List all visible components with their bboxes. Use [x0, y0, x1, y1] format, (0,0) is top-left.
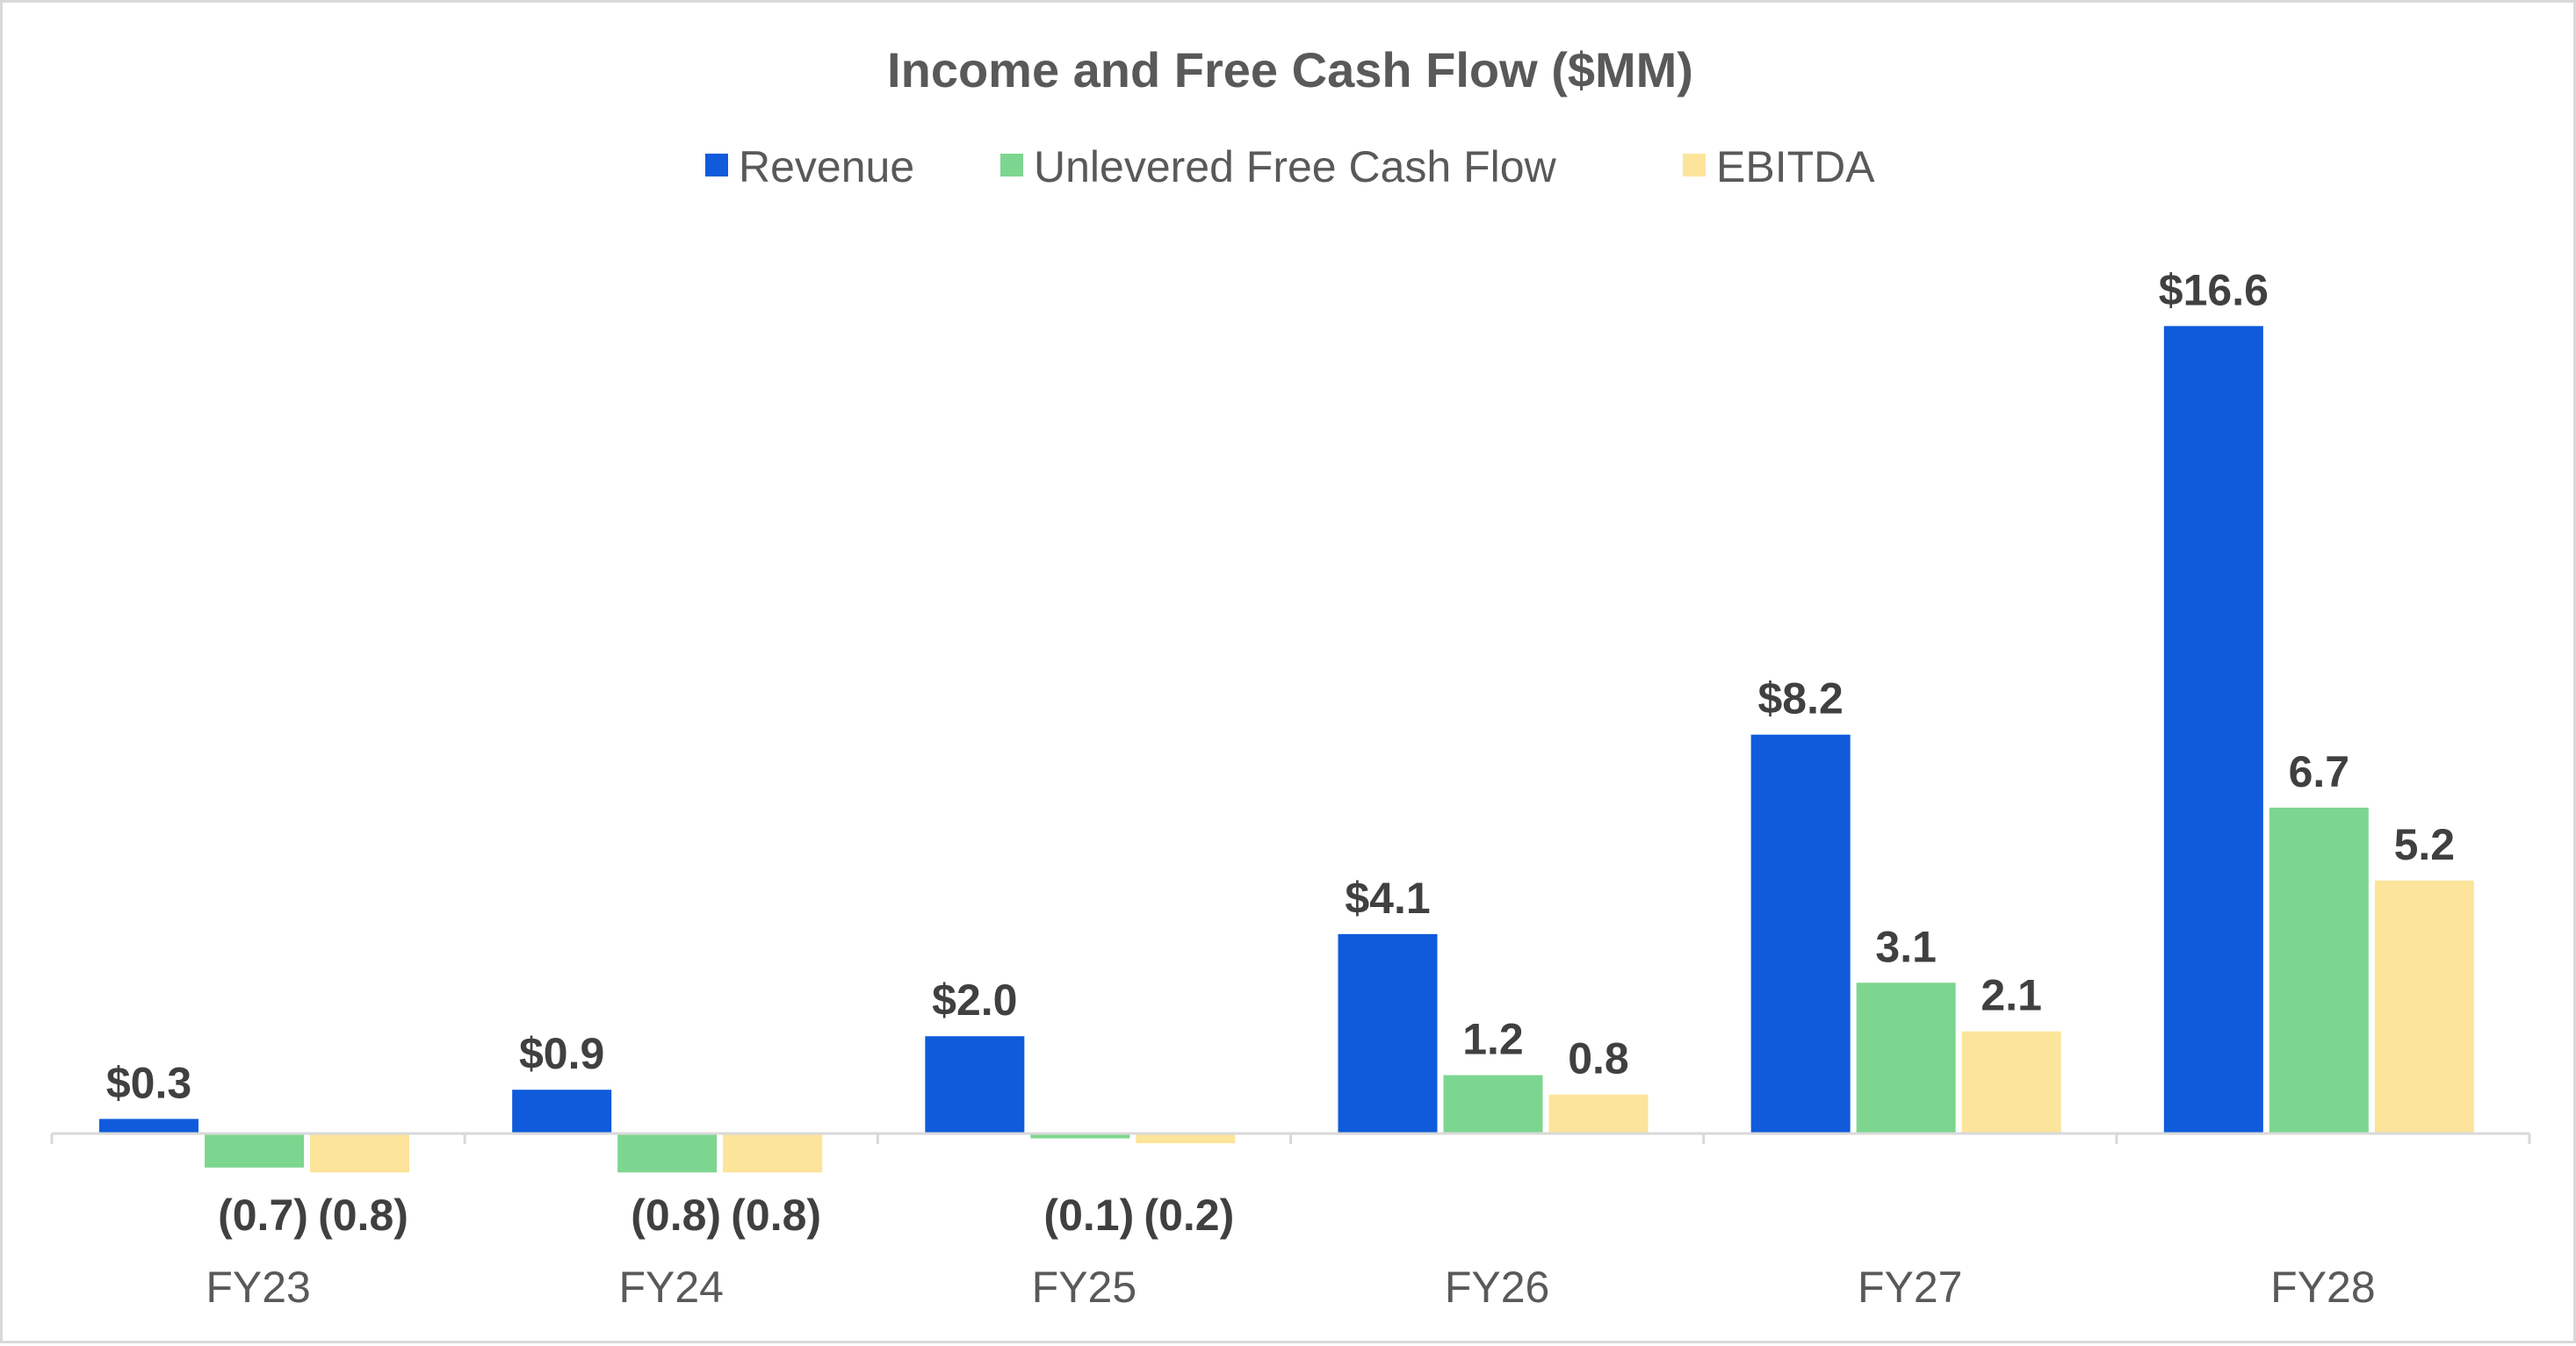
- data-label-ebitda-fy27: 2.1: [1981, 971, 2042, 1020]
- bar-revenue-fy25: [925, 1036, 1025, 1134]
- bar-ebitda-fy24: [723, 1134, 823, 1173]
- bar-unlevered-free-cash-flow-fy28: [2269, 807, 2369, 1134]
- legend: Revenue Unlevered Free Cash Flow EBITDA: [705, 142, 1875, 191]
- data-label-revenue-fy26: $4.1: [1345, 874, 1430, 923]
- data-label-ebitda-fy25: (0.2): [1144, 1191, 1234, 1240]
- x-tick-label-fy25: FY25: [1032, 1263, 1137, 1312]
- bar-ebitda-fy28: [2374, 880, 2474, 1134]
- data-label-unlevered-free-cash-flow-fy23: (0.7): [218, 1191, 308, 1240]
- bar-unlevered-free-cash-flow-fy24: [617, 1134, 718, 1173]
- data-label-unlevered-free-cash-flow-fy25: (0.1): [1043, 1191, 1134, 1240]
- legend-label-revenue: Revenue: [739, 142, 914, 191]
- data-label-revenue-fy28: $16.6: [2159, 265, 2269, 314]
- legend-swatch-revenue: [705, 154, 728, 176]
- x-tick-label-fy26: FY26: [1445, 1263, 1550, 1312]
- bar-unlevered-free-cash-flow-fy25: [1030, 1134, 1130, 1139]
- x-tick-label-fy23: FY23: [206, 1263, 311, 1312]
- data-label-revenue-fy23: $0.3: [106, 1058, 191, 1107]
- bars-group: [99, 326, 2474, 1173]
- bar-revenue-fy27: [1750, 734, 1851, 1134]
- bar-unlevered-free-cash-flow-fy23: [205, 1134, 304, 1168]
- data-label-revenue-fy25: $2.0: [932, 975, 1017, 1025]
- bar-ebitda-fy23: [310, 1134, 409, 1173]
- x-axis: FY23 FY24 FY25 FY26 FY27 FY28: [50, 1132, 2531, 1312]
- legend-swatch-ebitda: [1683, 154, 1706, 176]
- legend-swatch-unlevered-free-cash-flow: [1000, 154, 1023, 176]
- x-tick-label-fy24: FY24: [618, 1263, 724, 1312]
- data-label-ebitda-fy28: 5.2: [2394, 820, 2456, 869]
- x-tick-label-fy28: FY28: [2270, 1263, 2376, 1312]
- legend-label-ebitda: EBITDA: [1716, 142, 1875, 191]
- bar-revenue-fy24: [512, 1090, 612, 1134]
- data-label-revenue-fy24: $0.9: [519, 1029, 604, 1078]
- bar-ebitda-fy26: [1548, 1094, 1649, 1134]
- data-label-ebitda-fy26: 0.8: [1568, 1034, 1629, 1083]
- bar-revenue-fy26: [1338, 933, 1438, 1134]
- data-label-ebitda-fy23: (0.8): [318, 1191, 408, 1240]
- data-label-unlevered-free-cash-flow-fy26: 1.2: [1462, 1015, 1524, 1064]
- bar-revenue-fy23: [99, 1119, 198, 1134]
- legend-label-unlevered-free-cash-flow: Unlevered Free Cash Flow: [1034, 142, 1557, 191]
- bar-unlevered-free-cash-flow-fy27: [1856, 983, 1956, 1134]
- chart-svg: Income and Free Cash Flow ($MM) Revenue U…: [50, 42, 2531, 1312]
- bar-ebitda-fy27: [1961, 1031, 2061, 1134]
- data-labels-group: $0.3(0.7) (0.8)$0.9(0.8) (0.8)$2.0(0.1) (0.…: [106, 265, 2455, 1240]
- bar-ebitda-fy25: [1136, 1134, 1236, 1144]
- data-label-unlevered-free-cash-flow-fy24: (0.8): [631, 1191, 721, 1240]
- bar-revenue-fy28: [2163, 326, 2263, 1134]
- x-tick-label-fy27: FY27: [1858, 1263, 1963, 1312]
- data-label-unlevered-free-cash-flow-fy27: 3.1: [1875, 922, 1937, 971]
- data-label-ebitda-fy24: (0.8): [731, 1191, 821, 1240]
- chart-title: Income and Free Cash Flow ($MM): [887, 42, 1693, 97]
- data-label-revenue-fy27: $8.2: [1758, 674, 1844, 723]
- data-label-unlevered-free-cash-flow-fy28: 6.7: [2289, 747, 2350, 796]
- bar-unlevered-free-cash-flow-fy26: [1443, 1075, 1543, 1134]
